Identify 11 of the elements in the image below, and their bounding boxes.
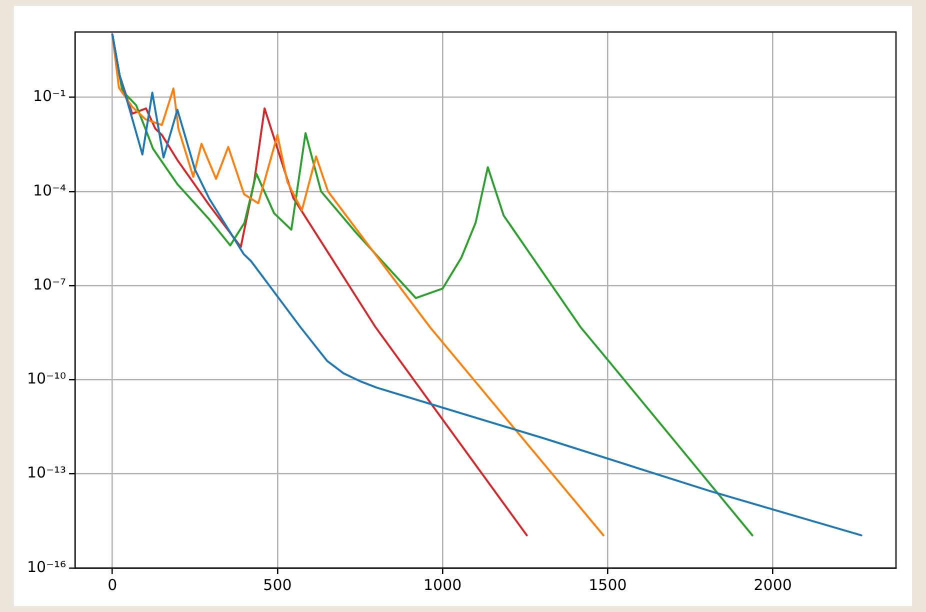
y-tick-label: 10⁻¹³ bbox=[27, 464, 66, 482]
x-tick-label: 1000 bbox=[423, 576, 462, 594]
x-tick-label: 2000 bbox=[754, 576, 792, 594]
x-tick-label: 0 bbox=[108, 576, 118, 594]
y-tick-label: 10⁻¹⁶ bbox=[27, 558, 66, 576]
x-tick-label: 1500 bbox=[588, 576, 627, 594]
y-tick-label: 10⁻⁴ bbox=[33, 181, 66, 200]
y-tick-label: 10⁻¹ bbox=[33, 87, 66, 106]
x-tick-label: 500 bbox=[263, 576, 292, 594]
y-tick-label: 10⁻¹⁰ bbox=[27, 370, 66, 388]
y-tick-label: 10⁻⁷ bbox=[33, 275, 66, 294]
